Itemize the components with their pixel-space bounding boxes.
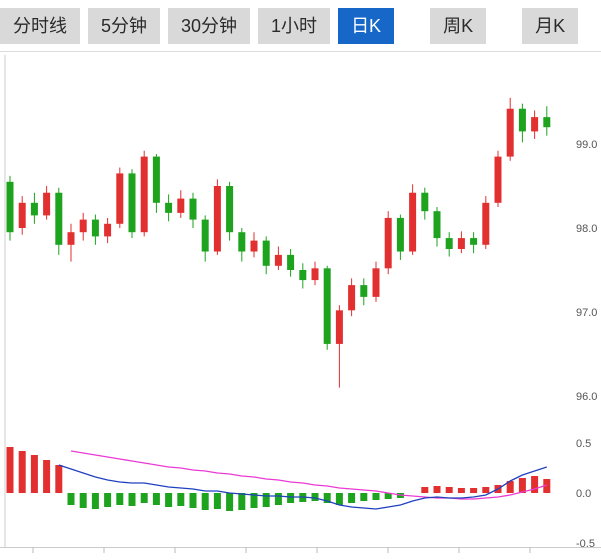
- tab-1hour[interactable]: 1小时: [258, 7, 331, 44]
- y-axis-label: 98.0: [576, 223, 597, 235]
- y-axis-label: 97.0: [576, 307, 597, 319]
- y-axis-label: -0.5: [576, 538, 595, 550]
- tab-5min[interactable]: 5分钟: [88, 7, 161, 44]
- tab-weekly-k[interactable]: 周K: [430, 7, 487, 44]
- y-axis-label: 0.0: [576, 488, 591, 500]
- tab-30min[interactable]: 30分钟: [168, 7, 251, 44]
- y-axis-label: 96.0: [576, 391, 597, 403]
- tab-monthly-k[interactable]: 月K: [522, 7, 579, 44]
- tab-timesharing[interactable]: 分时线: [0, 7, 80, 44]
- y-axis-label: 0.5: [576, 438, 591, 450]
- y-axis-label: 99.0: [576, 139, 597, 151]
- timeframe-tabbar: 分时线 5分钟 30分钟 1小时 日K 周K 月K: [0, 0, 601, 52]
- tab-daily-k[interactable]: 日K: [338, 7, 395, 44]
